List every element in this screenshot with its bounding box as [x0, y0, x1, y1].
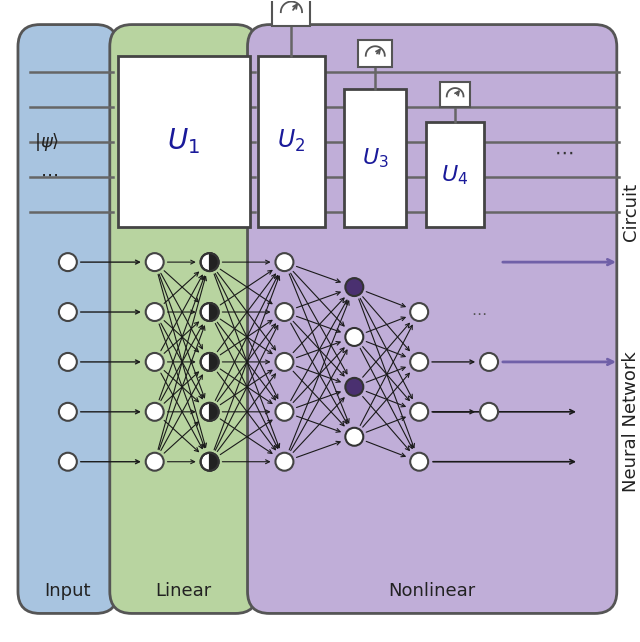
Circle shape — [146, 353, 164, 371]
Circle shape — [480, 353, 498, 371]
Circle shape — [275, 353, 293, 371]
Polygon shape — [209, 303, 219, 321]
Circle shape — [200, 453, 219, 471]
Circle shape — [410, 303, 428, 321]
Circle shape — [410, 403, 428, 421]
Circle shape — [410, 453, 428, 471]
Circle shape — [200, 403, 219, 421]
Text: Neural Network: Neural Network — [622, 351, 640, 492]
Polygon shape — [209, 353, 219, 371]
Circle shape — [146, 403, 164, 421]
Text: $U_3$: $U_3$ — [362, 146, 388, 170]
Circle shape — [200, 253, 219, 271]
Text: Linear: Linear — [156, 582, 212, 600]
Circle shape — [346, 278, 364, 296]
FancyBboxPatch shape — [257, 55, 325, 227]
Circle shape — [146, 253, 164, 271]
Circle shape — [146, 303, 164, 321]
Text: $U_4$: $U_4$ — [442, 163, 468, 187]
Circle shape — [59, 403, 77, 421]
Circle shape — [410, 353, 428, 371]
FancyBboxPatch shape — [358, 40, 392, 67]
Circle shape — [275, 453, 293, 471]
FancyBboxPatch shape — [18, 24, 118, 614]
Circle shape — [59, 353, 77, 371]
Text: $\cdots$: $\cdots$ — [40, 166, 58, 184]
Text: $|\psi\rangle$: $|\psi\rangle$ — [34, 132, 60, 153]
Polygon shape — [209, 453, 219, 471]
Circle shape — [200, 303, 219, 321]
FancyBboxPatch shape — [110, 24, 257, 614]
FancyBboxPatch shape — [118, 55, 250, 227]
Text: $\cdots$: $\cdots$ — [554, 143, 573, 162]
Circle shape — [275, 303, 293, 321]
Circle shape — [480, 403, 498, 421]
Circle shape — [346, 378, 364, 396]
Text: Input: Input — [45, 582, 91, 600]
Text: $U_2$: $U_2$ — [277, 128, 305, 155]
Circle shape — [146, 453, 164, 471]
Text: $U_1$: $U_1$ — [167, 126, 200, 156]
Circle shape — [275, 253, 293, 271]
Circle shape — [275, 403, 293, 421]
FancyBboxPatch shape — [273, 0, 310, 26]
FancyBboxPatch shape — [440, 82, 470, 107]
FancyBboxPatch shape — [426, 123, 484, 227]
FancyBboxPatch shape — [344, 89, 406, 227]
FancyBboxPatch shape — [248, 24, 617, 614]
Circle shape — [346, 428, 364, 446]
Circle shape — [346, 328, 364, 346]
Circle shape — [200, 353, 219, 371]
Circle shape — [59, 303, 77, 321]
Text: $\cdots$: $\cdots$ — [471, 304, 487, 320]
Polygon shape — [209, 253, 219, 271]
Circle shape — [59, 253, 77, 271]
Text: Nonlinear: Nonlinear — [388, 582, 476, 600]
Polygon shape — [209, 403, 219, 421]
Circle shape — [59, 453, 77, 471]
Text: Circuit: Circuit — [622, 183, 640, 241]
